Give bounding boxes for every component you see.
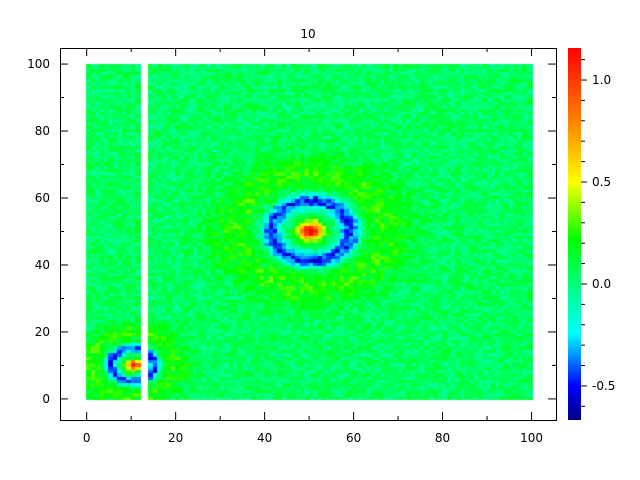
colorbar-tick-label: 1.0 — [592, 73, 611, 87]
heatmap-cells — [61, 49, 556, 420]
x-tick-label: 0 — [83, 431, 91, 445]
heatmap-area — [61, 49, 556, 420]
y-tick-label: 100 — [27, 57, 50, 71]
y-tick-label: 80 — [35, 124, 50, 138]
y-tick-label: 40 — [35, 258, 50, 272]
y-tick-label: 0 — [42, 392, 50, 406]
colorbar-gradient — [568, 48, 581, 420]
y-axis: 0 20 40 60 80 100 — [27, 57, 556, 406]
colorbar-tick-label: 0.0 — [592, 277, 611, 291]
x-tick-label: 80 — [435, 431, 450, 445]
x-tick-label: 60 — [346, 431, 361, 445]
chart-title: 10 — [300, 27, 316, 41]
x-tick-label: 40 — [257, 431, 272, 445]
colorbar-tick-label: 0.5 — [592, 175, 611, 189]
colorbar: -0.5 0.0 0.5 1.0 — [568, 48, 615, 420]
x-tick-label: 100 — [520, 431, 543, 445]
y-tick-label: 60 — [35, 191, 50, 205]
colorbar-tick-label: -0.5 — [592, 379, 615, 393]
x-tick-label: 20 — [168, 431, 183, 445]
y-tick-label: 20 — [35, 325, 50, 339]
x-axis: 0 20 40 60 80 100 — [83, 48, 543, 445]
